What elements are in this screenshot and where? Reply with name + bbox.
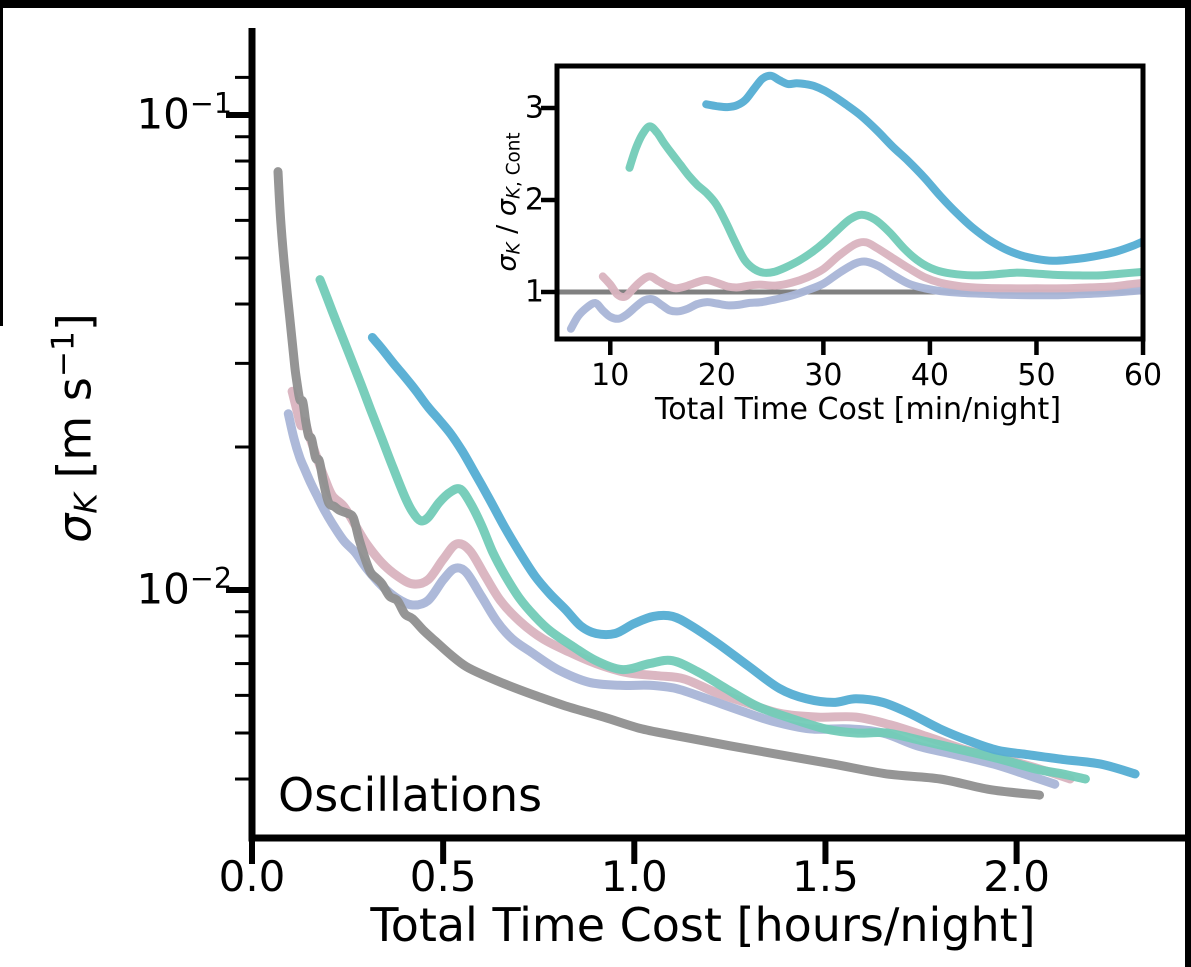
inset-x-axis-label: Total Time Cost [min/night] (654, 392, 1062, 427)
inset-y-tick-label-2: 2 (524, 182, 544, 218)
main-series-group (273, 167, 1140, 800)
inset-x-tick-label: 20 (697, 358, 736, 393)
main-x-tick-label: 1.5 (792, 852, 859, 901)
crop-border-top (0, 0, 1191, 8)
main-series-gray (273, 167, 1044, 800)
main-x-axis-label: Total Time Cost [hours/night] (370, 898, 1036, 952)
inset-axes-group (541, 63, 1146, 355)
inset-y-axis-label: σK / σK, Cont (491, 132, 525, 272)
main-series-blue (367, 333, 1140, 779)
annotation-oscillations: Oscillations (278, 768, 543, 822)
main-series-teal (315, 275, 1090, 784)
inset-x-tick-label: 30 (804, 358, 843, 393)
inset-frame (554, 63, 1146, 342)
main-x-tick-label: 0.0 (218, 852, 286, 901)
main-series-pink (287, 386, 1075, 784)
inset-x-tick-label: 60 (1123, 358, 1163, 393)
inset-x-tick-label: 40 (910, 358, 950, 393)
main-x-tick-label: 2.0 (983, 852, 1050, 901)
inset-series-pink (598, 238, 1143, 301)
crop-border-right (1185, 0, 1191, 967)
inset-series-blue (702, 71, 1143, 265)
inset-y-tick-label-1: 1 (524, 274, 544, 310)
main-x-tick-label: 1.0 (600, 852, 668, 901)
inset-x-tick-label: 10 (591, 358, 630, 393)
crop-border-left (0, 0, 3, 326)
inset-series-teal (625, 122, 1143, 280)
main-x-tick-label: 0.5 (409, 852, 477, 901)
inset-y-tick-label-3: 3 (524, 90, 544, 126)
main-y-tick-label-1e-2: 10−2 (136, 561, 232, 614)
main-y-tick-label-1e-1: 10−1 (136, 86, 232, 139)
inset-x-tick-label: 50 (1017, 358, 1056, 393)
main-axes (226, 28, 1191, 864)
inset-series-group (559, 71, 1143, 333)
inset-series-lavender (566, 257, 1143, 333)
main-y-axis-label: σK [m s−1] (45, 313, 105, 543)
